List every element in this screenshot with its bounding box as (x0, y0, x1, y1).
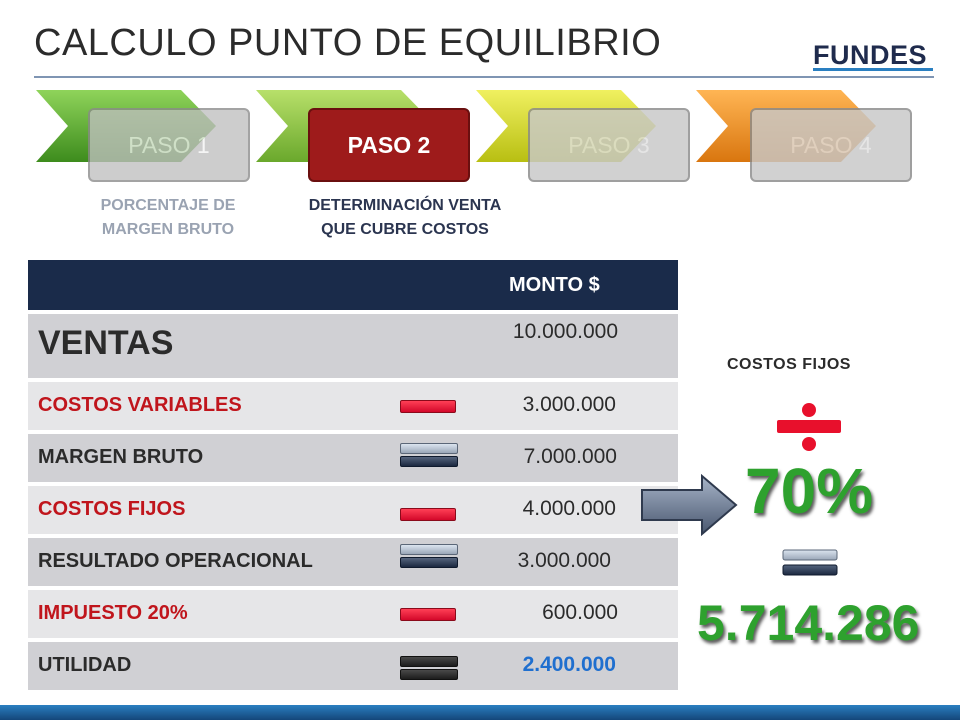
fundes-logo: FUNDES (813, 40, 928, 70)
step-1-button[interactable]: PASO 1 (88, 108, 250, 182)
row-label: UTILIDAD (38, 654, 132, 676)
step-1-description: PORCENTAJE DE MARGEN BRUTO (68, 194, 268, 242)
step-2-description: DETERMINACIÓN VENTA QUE CUBRE COSTOS (270, 194, 540, 242)
equals-icon-top (400, 443, 458, 454)
table-row-costos-variables: COSTOS VARIABLES 3.000.000 (28, 378, 678, 430)
logo-underline (813, 68, 933, 71)
equals-icon-top (400, 656, 458, 667)
income-table: MONTO $ VENTAS 10.000.000 COSTOS VARIABL… (28, 260, 678, 690)
minus-icon (400, 400, 456, 413)
margin-percent: 70% (745, 455, 874, 527)
row-label: COSTOS FIJOS (38, 498, 186, 520)
row-label: VENTAS (38, 324, 174, 362)
row-label: COSTOS VARIABLES (38, 394, 242, 416)
row-value: 2.400.000 (522, 653, 616, 676)
title-divider (34, 76, 934, 78)
row-value: 600.000 (542, 601, 618, 624)
equals-icon-bottom (400, 557, 458, 568)
equals-icon-bottom (400, 456, 458, 467)
minus-icon (400, 608, 456, 621)
table-header: MONTO $ (28, 260, 678, 310)
page-title: CALCULO PUNTO DE EQUILIBRIO (34, 22, 662, 64)
table-row-utilidad: UTILIDAD 2.400.000 (28, 638, 678, 690)
step-2-desc-line1: DETERMINACIÓN VENTA (308, 197, 502, 214)
divide-icon (776, 402, 842, 457)
step-2-desc-line2: QUE CUBRE COSTOS (321, 221, 489, 238)
row-value: 3.000.000 (517, 549, 611, 572)
break-even-result: 5.714.286 (697, 595, 920, 651)
table-row-costos-fijos: COSTOS FIJOS 4.000.000 (28, 482, 678, 534)
row-label: IMPUESTO 20% (38, 602, 188, 624)
footer-bar (0, 705, 960, 720)
row-value: 4.000.000 (522, 497, 616, 520)
equals-icon-bottom (400, 669, 458, 680)
header-monto: MONTO $ (509, 273, 600, 296)
row-value: 10.000.000 (512, 320, 618, 343)
minus-icon (400, 508, 456, 521)
row-label: MARGEN BRUTO (38, 446, 204, 468)
table-row-impuesto: IMPUESTO 20% 600.000 (28, 586, 678, 638)
row-value: 7.000.000 (523, 445, 617, 468)
equals-icon (782, 549, 838, 582)
row-label: RESULTADO OPERACIONAL (38, 550, 313, 572)
step-1-desc-line1: PORCENTAJE DE (100, 197, 236, 214)
table-row-margen-bruto: MARGEN BRUTO 7.000.000 (28, 430, 678, 482)
equals-icon-top (400, 544, 458, 555)
row-value: 3.000.000 (522, 393, 616, 416)
costos-fijos-label: COSTOS FIJOS (727, 356, 851, 373)
step-4-button[interactable]: PASO 4 (750, 108, 912, 182)
step-3-button[interactable]: PASO 3 (528, 108, 690, 182)
table-row-ventas: VENTAS 10.000.000 (28, 310, 678, 378)
step-2-button[interactable]: PASO 2 (308, 108, 470, 182)
table-row-resultado-operacional: RESULTADO OPERACIONAL 3.000.000 (28, 534, 678, 586)
step-1-desc-line2: MARGEN BRUTO (101, 221, 235, 238)
right-arrow-icon (640, 473, 740, 541)
